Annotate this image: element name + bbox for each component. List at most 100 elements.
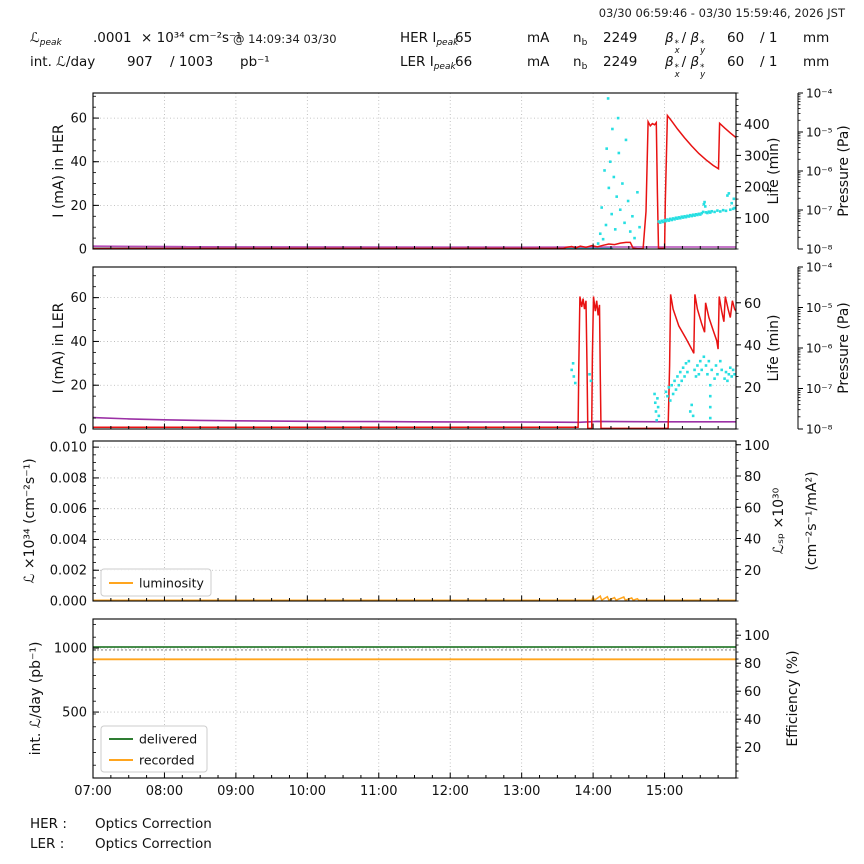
ler-beta-value: 60 <box>727 54 745 70</box>
her-ipeak-value: 65 <box>455 30 473 46</box>
right-axis-title-2: (cm⁻²s⁻¹/mA²) <box>804 471 820 570</box>
left-tick-label: 1000 <box>54 642 87 657</box>
legend-label: delivered <box>139 732 197 747</box>
right-tick-label: 20 <box>744 380 761 396</box>
legend-label: luminosity <box>139 576 205 591</box>
pressure-tick-label: 10⁻⁵ <box>806 301 833 315</box>
left-tick-label: 20 <box>70 199 87 214</box>
int-lday-value: 907 <box>127 54 153 70</box>
date-range: 03/30 06:59:46 - 03/30 15:59:46, 2026 JS… <box>598 6 845 20</box>
right-tick-label: 40 <box>744 712 761 728</box>
pressure-axis-title: Pressure (Pa) <box>836 125 852 217</box>
pressure-tick-label: 10⁻⁴ <box>806 87 833 101</box>
right-tick-label: 100 <box>744 628 770 644</box>
int-lday-label: int. ℒ/day <box>30 54 96 70</box>
x-tick-label: 09:00 <box>217 784 254 799</box>
ler-nb-label: nb <box>573 54 588 72</box>
left-axis-title: I (mA) in HER <box>51 124 67 218</box>
left-tick-label: 20 <box>70 379 87 394</box>
her-beta-label: β * x / β * y <box>665 30 706 56</box>
left-axis-title: ℒ ×10³⁴ (cm⁻²s⁻¹) <box>22 458 38 583</box>
right-tick-label: 40 <box>744 532 761 548</box>
right-tick-label: 60 <box>744 684 761 700</box>
left-tick-label: 60 <box>70 291 87 306</box>
her-ipeak-label: HER Ipeak <box>400 30 459 48</box>
right-tick-label: 100 <box>744 438 770 454</box>
pressure-tick-label: 10⁻⁷ <box>806 382 833 396</box>
pressure-tick-label: 10⁻⁴ <box>806 261 833 275</box>
left-tick-label: 60 <box>70 112 87 127</box>
pressure-tick-label: 10⁻⁸ <box>806 423 833 437</box>
ler-beta-value2: / 1 <box>760 54 778 70</box>
lpeak-timestamp: @ 14:09:34 03/30 <box>233 32 337 46</box>
ler-pressure-dots <box>570 355 736 422</box>
luminosity-plot: 0.000 0.002 0.004 0.006 0.008 0.010 ℒ ×10³⁴ (c… <box>22 438 820 610</box>
ler-current <box>93 416 736 424</box>
her-ring-plot: 0 20 40 60I (mA) in HER 100 200 300 400 Life (mi… <box>51 87 852 258</box>
x-tick-label: 15:00 <box>646 784 683 799</box>
left-tick-label: 0.000 <box>50 595 87 610</box>
int-lday-units: pb⁻¹ <box>240 54 270 70</box>
right-tick-label: 300 <box>744 148 770 164</box>
her-status-label: HER : <box>30 816 67 832</box>
ler-ipeak-value: 66 <box>455 54 473 70</box>
right-axis-title: Life (min) <box>766 314 782 381</box>
her-beta-value: 60 <box>727 30 745 46</box>
legend-label: recorded <box>139 753 195 768</box>
ler-beta-label: β * x / β * y <box>665 54 706 80</box>
luminosity-legend <box>100 568 212 597</box>
pressure-tick-label: 10⁻⁷ <box>806 204 833 218</box>
x-tick-label: 11:00 <box>360 784 397 799</box>
lpeak-label: ℒpeak <box>30 30 62 48</box>
right-tick-label: 400 <box>744 117 770 133</box>
x-tick-label: 08:00 <box>146 784 183 799</box>
pressure-axis-title: Pressure (Pa) <box>836 302 852 394</box>
left-tick-label: 0.002 <box>50 564 87 579</box>
left-axis-title: I (mA) in LER <box>51 302 67 393</box>
pressure-tick-label: 10⁻⁶ <box>806 342 833 356</box>
x-tick-label: 12:00 <box>431 784 468 799</box>
int-lday-total: / 1003 <box>170 54 214 70</box>
left-axis-title: int. ℒ/day (pb⁻¹) <box>28 642 44 756</box>
her-beta-units: mm <box>803 30 830 46</box>
right-tick-label: 100 <box>744 211 770 227</box>
left-tick-label: 40 <box>70 335 87 350</box>
right-tick-label: 20 <box>744 740 761 756</box>
right-tick-label: 80 <box>744 469 761 485</box>
integrated-luminosity-plot: 07:00 08:00 09:00 10:00 11:00 12:00 13:00 14:00… <box>28 618 801 799</box>
right-tick-label: 60 <box>744 296 761 312</box>
ler-nb-value: 2249 <box>603 54 638 70</box>
ler-lifetime <box>93 294 736 429</box>
left-tick-label: 40 <box>70 155 87 170</box>
left-tick-label: 0.010 <box>50 441 87 456</box>
left-tick-label: 0.004 <box>50 533 87 548</box>
her-ipeak-units: mA <box>527 30 550 46</box>
right-axis-title: Life (min) <box>766 137 782 204</box>
her-nb-value: 2249 <box>603 30 638 46</box>
lpeak-units: × 10³⁴ cm⁻²s⁻¹ <box>141 30 242 46</box>
left-tick-label: 500 <box>62 706 87 721</box>
x-tick-label: 13:00 <box>503 784 540 799</box>
right-tick-label: 200 <box>744 180 770 196</box>
her-beta-value2: / 1 <box>760 30 778 46</box>
right-axis-title: ℒₛₚ ×10³⁰ <box>771 487 787 554</box>
left-tick-label: 0 <box>79 423 87 438</box>
x-tick-label: 07:00 <box>74 784 111 799</box>
her-lifetime <box>93 113 736 249</box>
ler-ipeak-label: LER Ipeak <box>400 54 456 72</box>
left-tick-label: 0 <box>79 243 87 258</box>
pressure-tick-label: 10⁻⁸ <box>806 243 833 257</box>
pressure-tick-label: 10⁻⁵ <box>806 126 833 140</box>
ler-status-value: Optics Correction <box>95 836 212 852</box>
right-axis-title: Efficiency (%) <box>785 650 801 746</box>
lpeak-value: .0001 <box>93 30 132 46</box>
x-tick-label: 10:00 <box>289 784 326 799</box>
her-pressure-dots <box>596 97 736 245</box>
left-tick-label: 0.006 <box>50 502 87 517</box>
right-tick-label: 80 <box>744 656 761 672</box>
right-tick-label: 20 <box>744 563 761 579</box>
pressure-tick-label: 10⁻⁶ <box>806 165 833 179</box>
